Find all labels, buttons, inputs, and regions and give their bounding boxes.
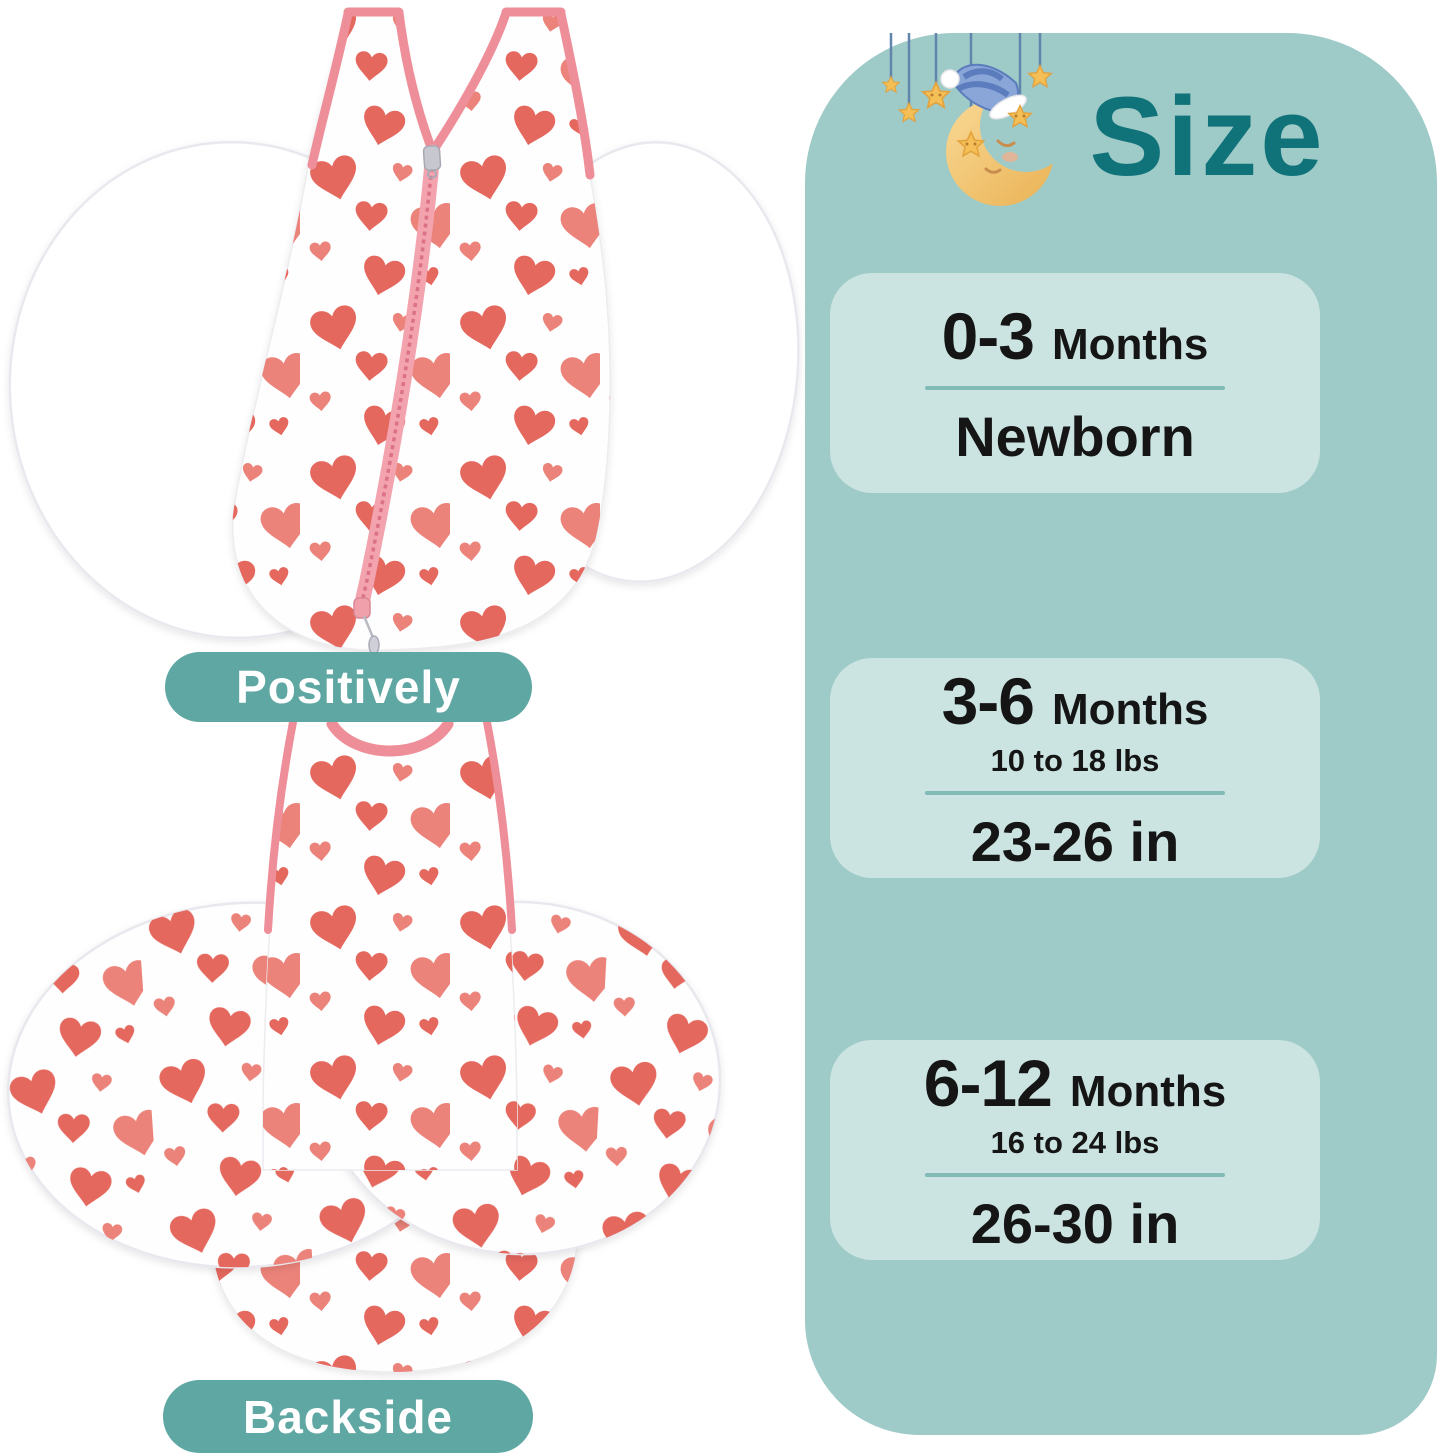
back-view-label: Backside xyxy=(242,1390,453,1443)
age-range: 6-12 xyxy=(923,1045,1053,1120)
size-value: 26-30 in xyxy=(970,1191,1180,1255)
card-divider xyxy=(925,790,1225,795)
front-zipper xyxy=(353,144,442,655)
size-card-0-3-months: 0-3 Months Newborn xyxy=(830,273,1320,493)
size-card-title-row: 0-3 Months xyxy=(942,298,1209,374)
moon-stars-icon xyxy=(882,33,1054,206)
age-range: 3-6 xyxy=(941,663,1035,738)
sleep-sack-front-photo xyxy=(8,7,800,655)
zipper-slider-top-icon xyxy=(422,145,442,179)
size-card-title-row: 3-6 Months xyxy=(942,663,1209,739)
age-range: 0-3 xyxy=(941,298,1035,373)
back-view-label-badge: Backside xyxy=(163,1380,533,1453)
weight-range: 10 to 18 lbs xyxy=(990,742,1160,778)
nightcap-icon xyxy=(940,63,1027,120)
weight-range: 16 to 24 lbs xyxy=(990,1124,1160,1160)
front-view-label-badge: Positively xyxy=(165,652,532,722)
star-strings xyxy=(889,33,1042,135)
age-unit: Months xyxy=(1051,684,1209,734)
size-value: Newborn xyxy=(955,404,1195,468)
front-pink-trim xyxy=(307,7,595,180)
size-panel: Size 0-3 Months Newborn 3-6 Months 10 to… xyxy=(805,33,1437,1435)
product-photos xyxy=(6,7,800,1373)
size-card-3-6-months: 3-6 Months 10 to 18 lbs 23-26 in xyxy=(830,658,1320,878)
sleep-sack-back-photo xyxy=(6,717,722,1373)
size-panel-title: Size xyxy=(1089,74,1326,199)
card-divider xyxy=(925,385,1225,390)
back-sack-body xyxy=(262,717,518,1171)
star-faces xyxy=(930,93,1026,146)
back-pink-trim xyxy=(264,718,516,934)
zipper-pull-bottom-icon xyxy=(353,597,380,655)
age-unit: Months xyxy=(1069,1066,1227,1116)
size-card-6-12-months: 6-12 Months 16 to 24 lbs 26-30 in xyxy=(830,1040,1320,1260)
front-sack-body xyxy=(231,13,611,651)
size-card-title-row: 6-12 Months xyxy=(924,1045,1227,1121)
front-view-label: Positively xyxy=(236,661,461,713)
size-value: 23-26 in xyxy=(970,809,1180,873)
age-unit: Months xyxy=(1051,319,1209,369)
card-divider xyxy=(925,1172,1225,1177)
